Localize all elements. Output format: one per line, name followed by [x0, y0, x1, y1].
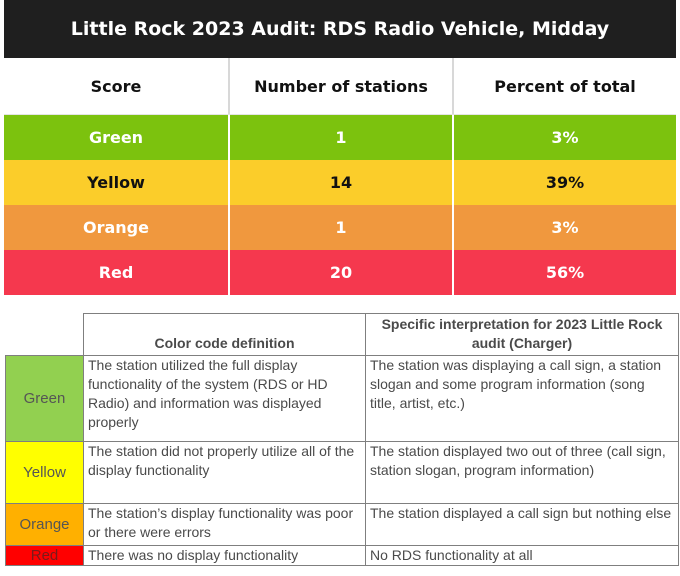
definition-row-green: Green The station utilized the full disp…	[5, 355, 679, 442]
interpretation-text: The station displayed a call sign but no…	[365, 503, 679, 546]
definition-row-orange: Orange The station’s display functionali…	[5, 503, 679, 546]
definition-text: There was no display functionality	[83, 545, 366, 566]
summary-header-row: Score Number of stations Percent of tota…	[4, 58, 676, 115]
summary-row-red: Red 20 56%	[4, 250, 676, 295]
percent-cell: 39%	[452, 160, 676, 205]
interpretation-text: The station was displaying a call sign, …	[365, 355, 679, 442]
header-color-code-definition: Color code definition	[83, 313, 366, 356]
color-definitions-table: Color code definition Specific interpret…	[5, 313, 679, 566]
color-label-green: Green	[5, 355, 84, 442]
definition-row-yellow: Yellow The station did not properly util…	[5, 441, 679, 504]
summary-row-orange: Orange 1 3%	[4, 205, 676, 250]
header-score: Score	[90, 76, 142, 96]
interpretation-text: The station displayed two out of three (…	[365, 441, 679, 504]
stations-cell: 1	[228, 115, 452, 160]
percent-cell: 56%	[452, 250, 676, 295]
stations-cell: 1	[228, 205, 452, 250]
summary-row-yellow: Yellow 14 39%	[4, 160, 676, 205]
summary-title: Little Rock 2023 Audit: RDS Radio Vehicl…	[4, 0, 676, 58]
interpretation-text: No RDS functionality at all	[365, 545, 679, 566]
color-label-red: Red	[5, 545, 84, 566]
summary-row-green: Green 1 3%	[4, 115, 676, 160]
score-cell: Yellow	[87, 173, 145, 192]
color-label-orange: Orange	[5, 503, 84, 546]
definition-text: The station did not properly utilize all…	[83, 441, 366, 504]
color-label-yellow: Yellow	[5, 441, 84, 504]
percent-cell: 3%	[452, 115, 676, 160]
stations-cell: 14	[228, 160, 452, 205]
score-cell: Green	[88, 128, 144, 147]
score-cell: Orange	[83, 218, 149, 237]
header-percent-of-total: Percent of total	[452, 58, 676, 114]
definition-row-red: Red There was no display functionality N…	[5, 545, 679, 566]
definition-text: The station utilized the full display fu…	[83, 355, 366, 442]
percent-cell: 3%	[452, 205, 676, 250]
blank-corner	[5, 313, 84, 356]
definition-text: The station’s display functionality was …	[83, 503, 366, 546]
header-specific-interpretation: Specific interpretation for 2023 Little …	[365, 313, 679, 356]
definitions-header-row: Color code definition Specific interpret…	[5, 313, 679, 356]
stations-cell: 20	[228, 250, 452, 295]
summary-table: Little Rock 2023 Audit: RDS Radio Vehicl…	[4, 0, 676, 295]
header-number-of-stations: Number of stations	[228, 58, 452, 114]
score-cell: Red	[98, 263, 134, 282]
